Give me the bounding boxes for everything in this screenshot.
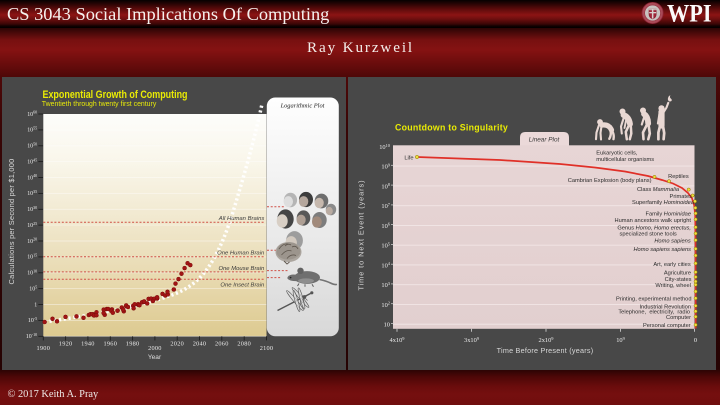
svg-text:0: 0 — [694, 337, 697, 344]
svg-text:1055: 1055 — [27, 126, 37, 134]
svg-text:Year: Year — [148, 354, 162, 361]
svg-text:104: 104 — [381, 261, 390, 269]
svg-text:Primates: Primates — [670, 194, 693, 200]
svg-text:1030: 1030 — [27, 205, 37, 213]
svg-text:3x109: 3x109 — [464, 336, 480, 344]
svg-text:1015: 1015 — [27, 253, 37, 261]
svg-text:2x109: 2x109 — [539, 336, 555, 344]
svg-text:1050: 1050 — [27, 142, 37, 150]
svg-text:Genus Homo, Homo erectus,: Genus Homo, Homo erectus, — [617, 225, 691, 231]
svg-text:Family Hominidae: Family Hominidae — [645, 211, 691, 217]
svg-text:Class Mammalia: Class Mammalia — [637, 187, 679, 193]
svg-text:Agriculture: Agriculture — [664, 271, 691, 277]
svg-text:1010: 1010 — [27, 269, 37, 277]
svg-text:City-states: City-states — [665, 277, 692, 283]
svg-text:Computer: Computer — [666, 315, 691, 321]
svg-text:Industrial Revolution: Industrial Revolution — [639, 304, 691, 310]
svg-text:10-5: 10-5 — [28, 316, 37, 324]
svg-text:107: 107 — [381, 202, 390, 210]
svg-text:Cambrian Explosion (body plans: Cambrian Explosion (body plans) — [568, 178, 652, 184]
svg-text:Eukaryotic cells,: Eukaryotic cells, — [596, 151, 638, 157]
svg-text:Logarithmic Plot: Logarithmic Plot — [280, 103, 325, 110]
svg-text:108: 108 — [381, 182, 390, 190]
svg-text:All Human Brains: All Human Brains — [218, 216, 265, 222]
svg-text:1980: 1980 — [126, 340, 140, 347]
svg-text:1900: 1900 — [37, 345, 51, 352]
svg-text:1010: 1010 — [379, 143, 391, 151]
svg-text:specialized stone tools: specialized stone tools — [620, 231, 677, 237]
svg-text:Time to Next Event (years): Time to Next Event (years) — [357, 179, 366, 290]
svg-text:1025: 1025 — [27, 221, 37, 229]
svg-text:Human ancestors walk upright: Human ancestors walk upright — [614, 218, 691, 224]
svg-text:2060: 2060 — [215, 340, 229, 347]
svg-text:2020: 2020 — [170, 340, 184, 347]
svg-text:Superfamily Hominoidea: Superfamily Hominoidea — [632, 200, 694, 206]
svg-text:1045: 1045 — [27, 157, 37, 165]
svg-text:Printing, experimental method: Printing, experimental method — [616, 297, 692, 303]
svg-text:1020: 1020 — [27, 237, 37, 245]
svg-text:1060: 1060 — [27, 110, 37, 118]
svg-text:Calculations per Second per $1: Calculations per Second per $1,000 — [7, 158, 16, 284]
svg-text:Personal computer: Personal computer — [643, 323, 691, 329]
svg-text:102: 102 — [381, 301, 390, 309]
svg-text:1035: 1035 — [27, 189, 37, 197]
svg-text:105: 105 — [381, 242, 390, 250]
svg-text:Linear Plot: Linear Plot — [529, 137, 560, 144]
svg-text:2040: 2040 — [193, 340, 207, 347]
svg-text:Reptiles: Reptiles — [668, 174, 689, 180]
svg-text:One Mouse Brain: One Mouse Brain — [218, 266, 265, 272]
svg-text:105: 105 — [29, 284, 37, 292]
svg-text:10: 10 — [384, 322, 390, 329]
svg-text:WPI: WPI — [667, 1, 712, 27]
svg-text:2080: 2080 — [237, 340, 251, 347]
svg-text:2000: 2000 — [148, 345, 162, 352]
svg-text:1040: 1040 — [27, 173, 37, 181]
svg-text:10-10: 10-10 — [26, 332, 37, 340]
svg-text:Art, early cities: Art, early cities — [653, 262, 690, 268]
svg-text:Homo sapiens: Homo sapiens — [654, 239, 691, 245]
svg-text:Twentieth through twenty first: Twentieth through twenty first century — [42, 99, 157, 108]
svg-text:1920: 1920 — [59, 340, 73, 347]
svg-text:Telephone, electricity, radi: Telephone, electricity, radio — [618, 310, 690, 316]
svg-text:1: 1 — [34, 302, 37, 308]
svg-text:1960: 1960 — [104, 340, 118, 347]
svg-text:109: 109 — [616, 336, 625, 344]
svg-text:Time Before Present (years): Time Before Present (years) — [497, 346, 594, 355]
svg-text:1940: 1940 — [81, 340, 95, 347]
svg-text:Countdown to Singularity: Countdown to Singularity — [395, 123, 508, 133]
svg-text:Exponential Growth of Computin: Exponential Growth of Computing — [43, 89, 188, 101]
svg-text:Life: Life — [404, 156, 413, 162]
svg-text:Writing, wheel: Writing, wheel — [655, 283, 691, 289]
svg-text:One Human Brain: One Human Brain — [217, 251, 265, 257]
svg-text:4x109: 4x109 — [390, 336, 406, 344]
svg-text:Homo sapiens sapiens: Homo sapiens sapiens — [633, 247, 691, 253]
svg-text:103: 103 — [381, 281, 390, 289]
svg-text:2100: 2100 — [260, 345, 274, 352]
svg-text:109: 109 — [381, 162, 390, 170]
svg-text:multicellular organisms: multicellular organisms — [596, 157, 654, 163]
svg-text:106: 106 — [381, 222, 390, 230]
svg-text:One Insect Brain: One Insect Brain — [220, 282, 265, 288]
